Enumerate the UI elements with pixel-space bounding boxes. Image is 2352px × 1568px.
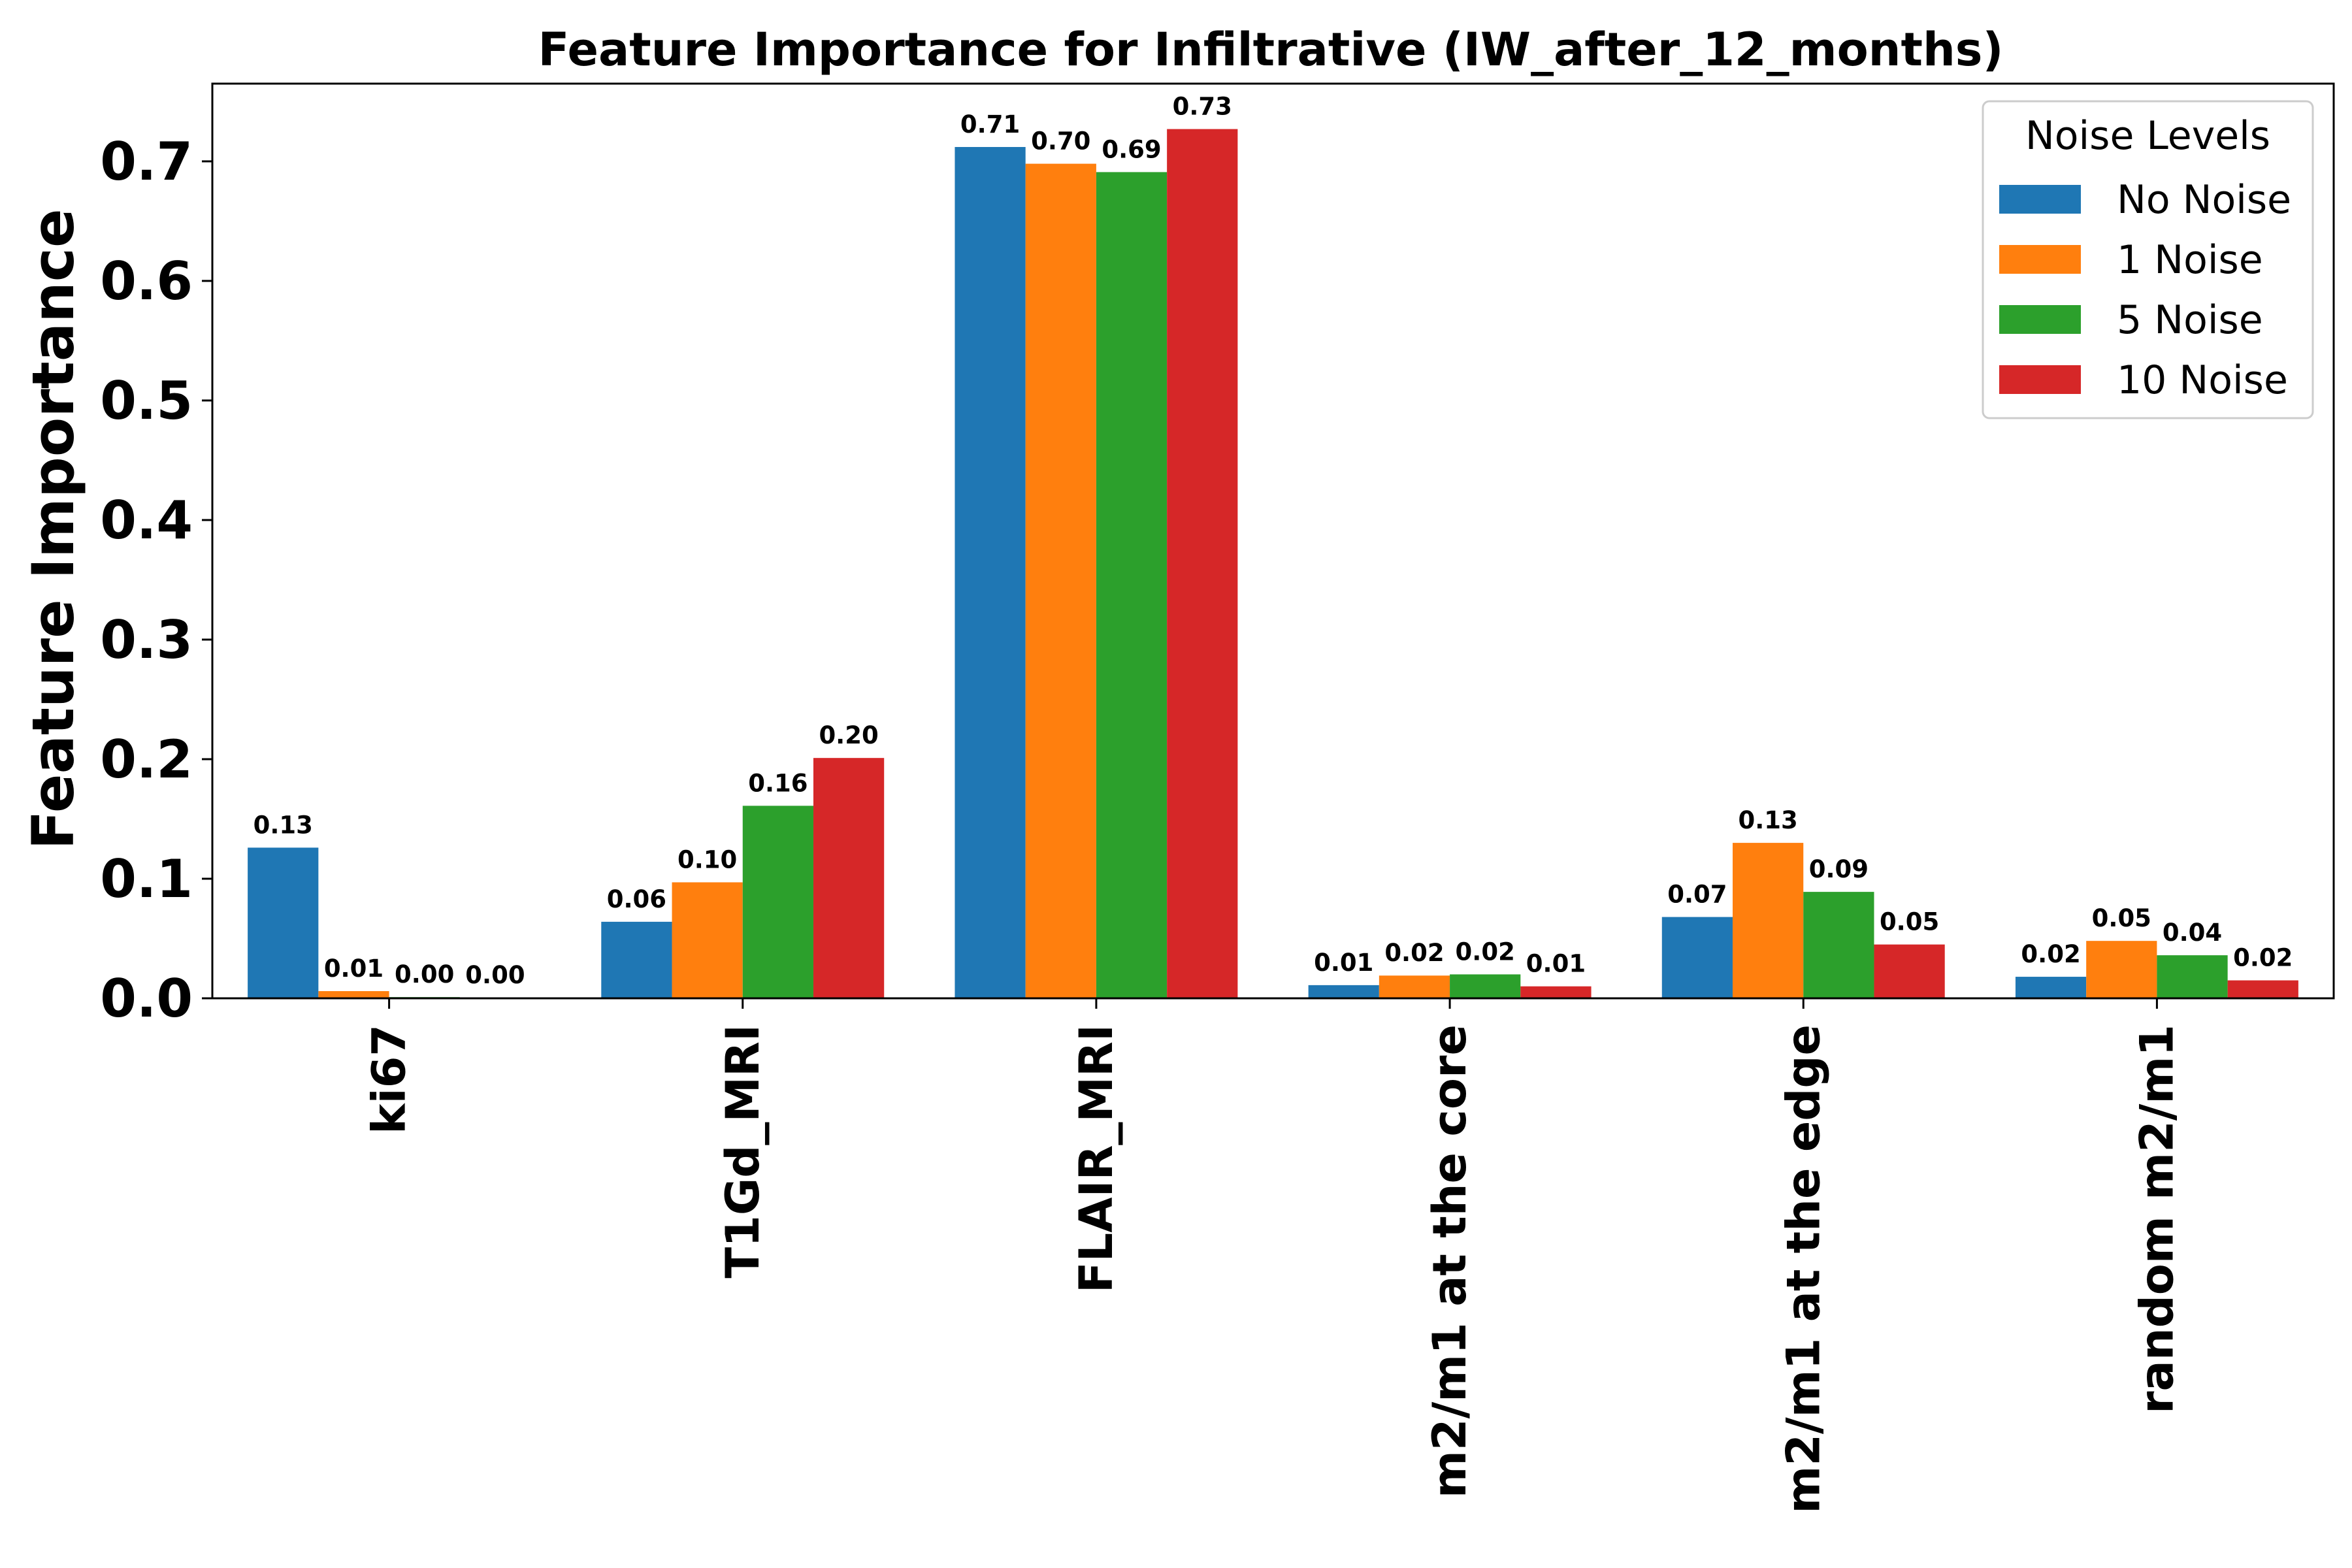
legend-swatch xyxy=(1999,365,2081,394)
value-label: 0.07 xyxy=(1667,881,1727,909)
x-tick-label: random m2/m1 xyxy=(2130,1024,2183,1414)
x-tick-label: ki67 xyxy=(363,1024,416,1134)
y-axis-label: Feature Importance xyxy=(20,208,87,849)
bar-1-noise-1 xyxy=(672,882,743,998)
value-label: 0.02 xyxy=(1456,938,1515,966)
value-label: 0.13 xyxy=(253,811,313,839)
value-label: 0.05 xyxy=(1880,908,1939,936)
x-tick-label: T1Gd_MRI xyxy=(716,1024,770,1279)
value-label: 0.01 xyxy=(1526,950,1586,978)
bar-no-noise-0 xyxy=(248,847,319,998)
plot-area: 0.13 0.06 0.71 0.01 0.07 0.02 0.01 0.10 0.70 0.02… xyxy=(100,82,2335,1514)
value-label: 0.00 xyxy=(395,960,454,988)
y-tick-label: 0.2 xyxy=(100,729,193,790)
value-label: 0.02 xyxy=(2021,940,2080,968)
y-tick-label: 0.3 xyxy=(100,610,193,670)
bar-5-noise-4 xyxy=(1803,892,1874,998)
x-tick-label: m2/m1 at the edge xyxy=(1776,1024,1830,1514)
value-label: 0.09 xyxy=(1809,855,1869,883)
y-tick-label: 0.7 xyxy=(100,131,193,192)
value-label: 0.69 xyxy=(1102,135,1161,163)
legend-label: 5 Noise xyxy=(2117,297,2263,343)
axes-frame xyxy=(211,82,2335,1000)
legend-swatch xyxy=(1999,245,2081,274)
bar-no-noise-1 xyxy=(601,921,672,998)
bar-5-noise-2 xyxy=(1096,172,1168,998)
bar-10-noise-5 xyxy=(2227,980,2298,998)
value-label: 0.13 xyxy=(1738,806,1797,834)
y-tick-label: 0.0 xyxy=(100,968,193,1029)
value-label: 0.06 xyxy=(607,885,666,913)
legend-label: 10 Noise xyxy=(2117,357,2288,403)
value-label: 0.05 xyxy=(2092,904,2151,932)
bar-no-noise-4 xyxy=(1661,917,1733,998)
value-label: 0.20 xyxy=(819,721,878,749)
legend-label: 1 Noise xyxy=(2117,237,2263,283)
bar-1-noise-2 xyxy=(1025,163,1096,999)
y-tick-label: 0.1 xyxy=(100,849,193,909)
value-label: 0.71 xyxy=(960,110,1020,139)
bar-10-noise-4 xyxy=(1874,944,1945,998)
bar-no-noise-5 xyxy=(2015,977,2087,998)
bar-1-noise-3 xyxy=(1379,975,1450,998)
bar-1-noise-4 xyxy=(1733,843,1804,998)
y-tick-label: 0.4 xyxy=(100,490,193,551)
value-label: 0.01 xyxy=(1314,949,1373,977)
legend-frame xyxy=(1982,100,2314,419)
bar-5-noise-5 xyxy=(2157,955,2228,998)
y-tick-label: 0.6 xyxy=(100,251,193,312)
bar-1-noise-0 xyxy=(318,991,389,998)
bar-1-noise-5 xyxy=(2086,941,2157,998)
value-label: 0.02 xyxy=(1384,939,1444,967)
value-label: 0.16 xyxy=(748,769,808,797)
x-tick-label: m2/m1 at the core xyxy=(1423,1024,1477,1498)
value-label: 0.10 xyxy=(678,845,737,874)
value-label: 0.04 xyxy=(2163,919,2222,947)
legend-swatch xyxy=(1999,185,2081,214)
legend-title: Noise Levels xyxy=(2025,113,2270,159)
bar-10-noise-2 xyxy=(1167,129,1238,998)
value-label: 0.70 xyxy=(1031,127,1090,155)
bar-no-noise-3 xyxy=(1308,985,1379,998)
legend-label: No Noise xyxy=(2117,177,2291,223)
chart-title: Feature Importance for Infiltrative (IW_… xyxy=(538,23,2004,76)
value-label: 0.73 xyxy=(1173,93,1232,121)
value-label: 0.00 xyxy=(465,961,525,989)
y-tick-label: 0.5 xyxy=(100,370,193,431)
x-tick-label: FLAIR_MRI xyxy=(1070,1024,1123,1293)
value-label: 0.01 xyxy=(324,955,384,983)
bar-5-noise-3 xyxy=(1450,974,1521,998)
legend: Noise Levels No Noise 1 Noise 5 Noise 10 Noi… xyxy=(1982,100,2314,419)
legend-swatch xyxy=(1999,305,2081,334)
bar-no-noise-2 xyxy=(955,146,1026,999)
bar-5-noise-1 xyxy=(742,806,813,998)
value-label: 0.02 xyxy=(2233,944,2293,972)
bar-10-noise-1 xyxy=(813,758,885,998)
bar-10-noise-3 xyxy=(1520,986,1592,998)
